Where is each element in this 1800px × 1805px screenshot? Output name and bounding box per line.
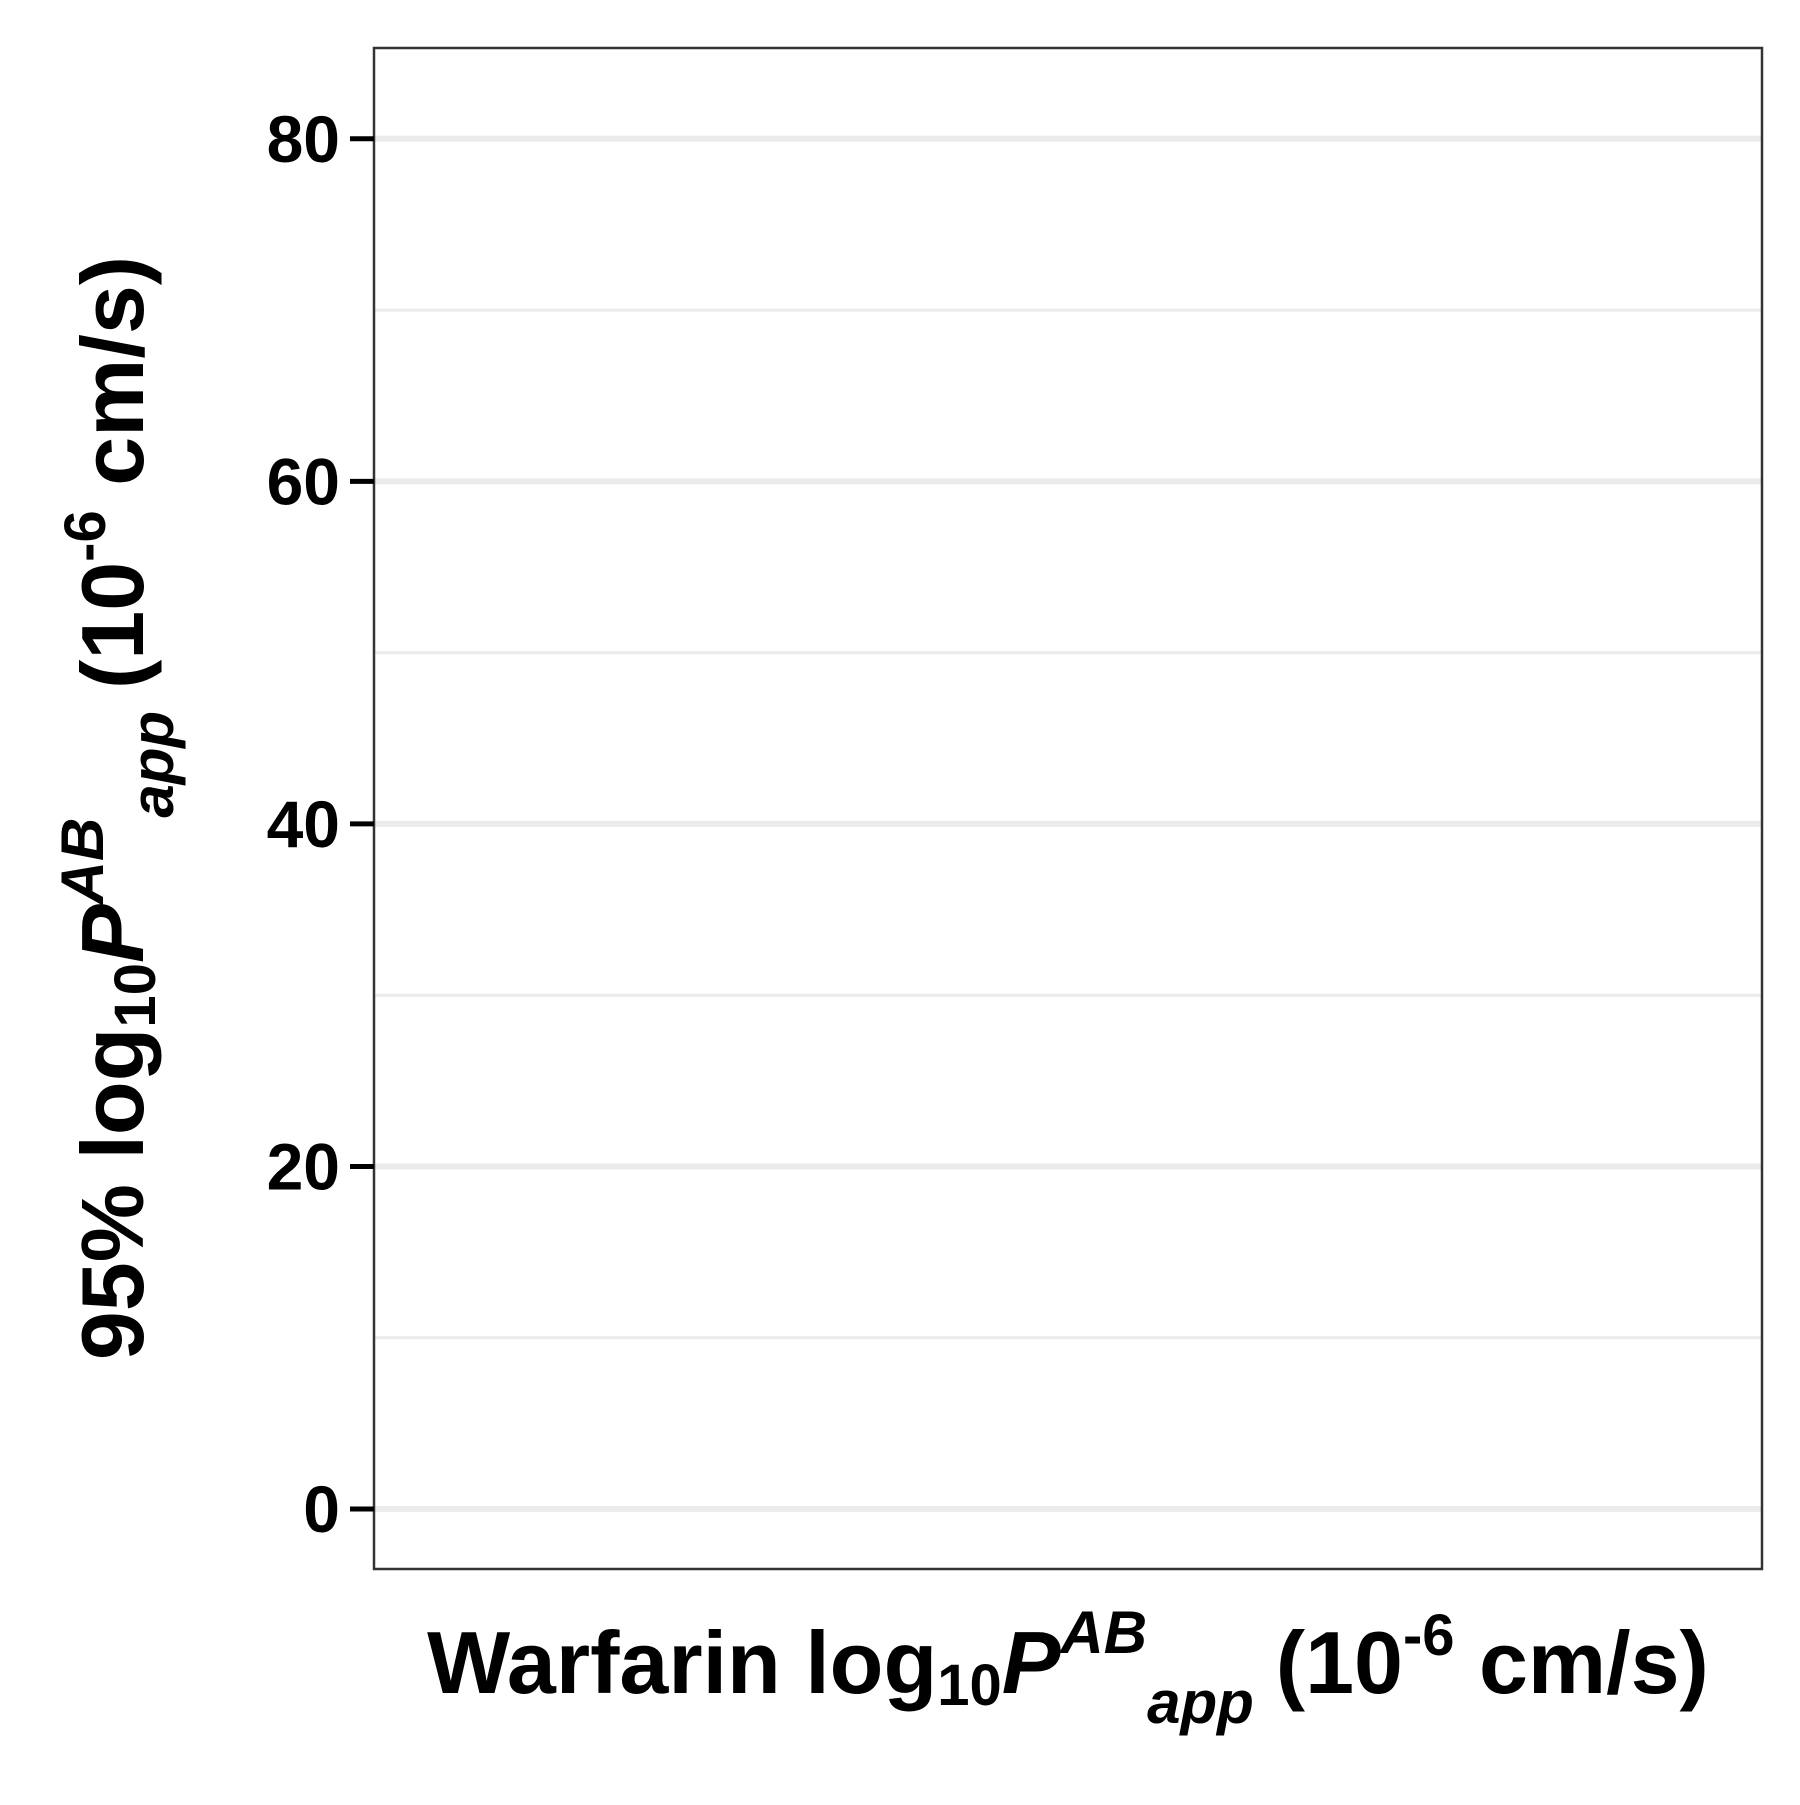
- x-axis-title-unit-open: (10: [1276, 1613, 1403, 1712]
- y-axis-title-unit-close: cm/s): [63, 256, 162, 510]
- x-axis-title: Warfarin log10PABapp (10-6 cm/s): [427, 1599, 1709, 1736]
- y-tick-label: 40: [267, 787, 340, 861]
- x-axis-title-prefix: Warfarin log: [427, 1613, 937, 1712]
- x-axis-title-superscript: AB: [1058, 1599, 1147, 1666]
- x-axis-title-symbol: P: [1002, 1613, 1061, 1712]
- y-axis-title-prefix: 95% log: [63, 1028, 162, 1361]
- y-tick-label: 80: [267, 102, 340, 176]
- y-axis-title-log-base: 10: [103, 963, 168, 1028]
- y-axis-ticks: 0 20 40 60 80: [267, 102, 374, 1546]
- x-axis-title-log-base: 10: [937, 1653, 1002, 1718]
- x-axis-title-subscript: app: [1147, 1669, 1254, 1736]
- y-tick-label: 0: [303, 1472, 340, 1546]
- y-tick-label: 60: [267, 444, 340, 518]
- y-axis-title-unit-exponent: -6: [53, 510, 118, 562]
- grid-layer: [374, 135, 1762, 1513]
- y-axis-title-unit-open: (10: [63, 562, 162, 689]
- x-axis-title-unit-exponent: -6: [1403, 1603, 1455, 1668]
- y-axis-title-superscript: AB: [49, 818, 116, 907]
- panel-border: [372, 46, 1764, 1571]
- y-axis-title-subscript: app: [119, 711, 186, 818]
- y-tick-label: 20: [267, 1129, 340, 1203]
- y-axis-title: 95% log10PABapp (10-6 cm/s): [49, 256, 186, 1360]
- x-axis-title-unit-close: cm/s): [1455, 1613, 1709, 1712]
- y-axis-title-symbol: P: [63, 904, 162, 963]
